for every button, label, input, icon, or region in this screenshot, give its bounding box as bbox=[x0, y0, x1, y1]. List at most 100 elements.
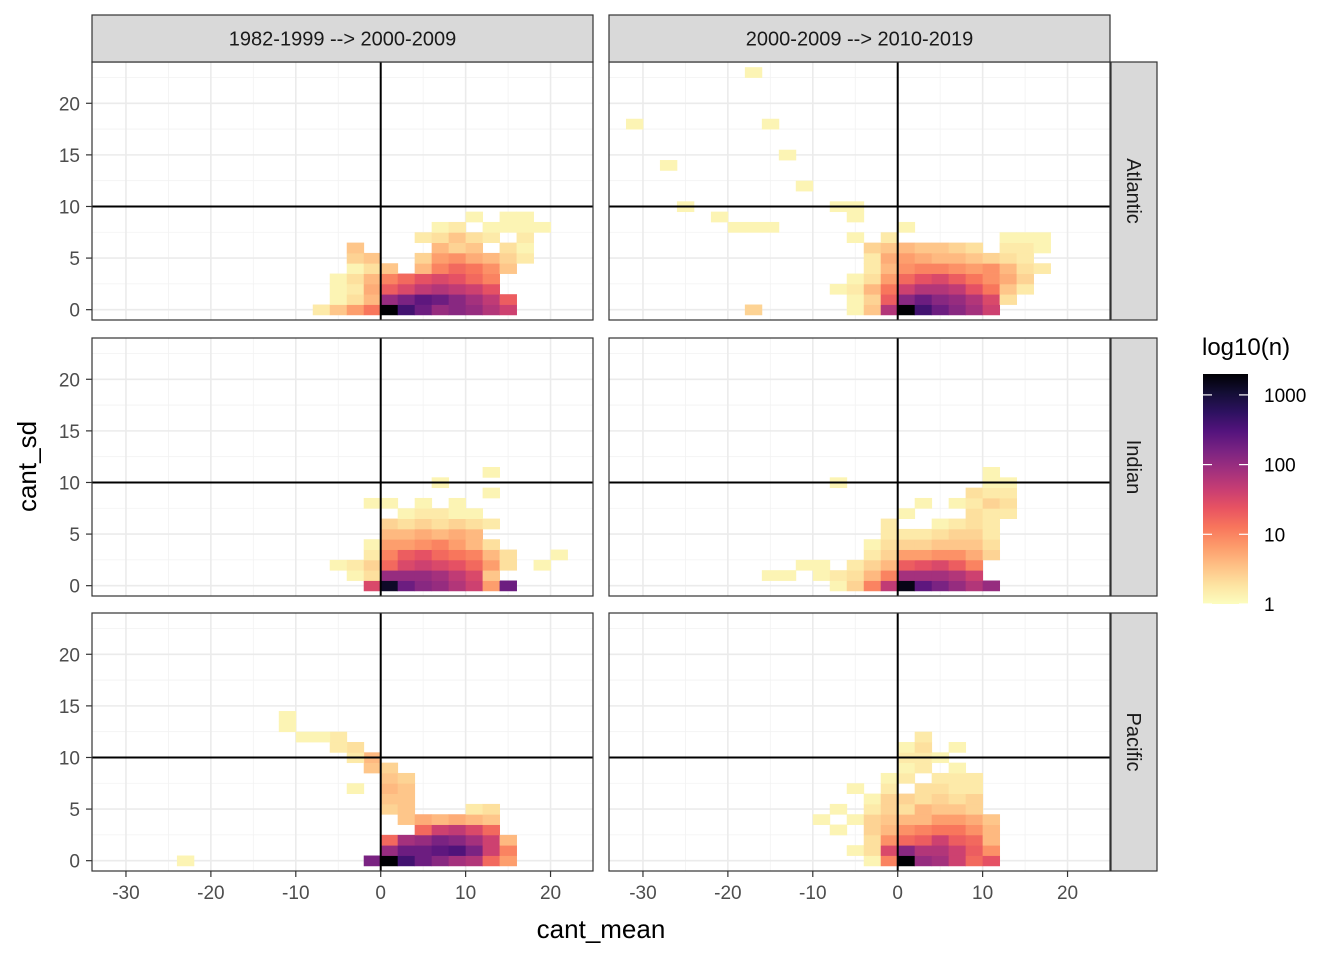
heatmap-tile bbox=[414, 834, 433, 846]
heatmap-tile bbox=[380, 304, 399, 316]
heatmap-tile bbox=[710, 211, 729, 223]
heatmap-tile bbox=[482, 570, 500, 581]
heatmap-tile bbox=[914, 263, 933, 274]
heatmap-tile bbox=[448, 855, 467, 867]
heatmap-tile bbox=[982, 549, 1001, 561]
heatmap-tile bbox=[397, 570, 416, 581]
heatmap-tile bbox=[431, 518, 450, 530]
heatmap-tile bbox=[499, 845, 517, 856]
heatmap-tile bbox=[829, 580, 848, 592]
heatmap-tile bbox=[482, 855, 500, 867]
heatmap-tile bbox=[346, 294, 365, 305]
heatmap-tile bbox=[999, 232, 1017, 243]
heatmap-tile bbox=[448, 570, 467, 581]
facet-strip-column: 2000-2009 --> 2010-2019 bbox=[608, 14, 1111, 63]
heatmap-tile bbox=[880, 855, 899, 867]
heatmap-tile bbox=[329, 559, 348, 571]
heatmap-tile bbox=[880, 518, 899, 530]
heatmap-tile bbox=[465, 283, 484, 295]
heatmap-tile bbox=[448, 263, 467, 274]
facet-panel bbox=[91, 612, 594, 872]
heatmap-tile bbox=[829, 283, 848, 295]
facet-panel bbox=[91, 337, 594, 597]
heatmap-tile bbox=[465, 263, 484, 274]
heatmap-tile bbox=[363, 580, 382, 592]
heatmap-tile bbox=[363, 263, 382, 274]
heatmap-tile bbox=[982, 294, 1001, 305]
heatmap-tile bbox=[465, 559, 484, 571]
legend-break-label: 100 bbox=[1264, 456, 1296, 477]
strip-background bbox=[1110, 612, 1158, 872]
heatmap-tile bbox=[914, 273, 933, 285]
heatmap-tile bbox=[948, 742, 967, 753]
heatmap-tile bbox=[499, 834, 517, 846]
heatmap-tile bbox=[948, 528, 967, 540]
heatmap-tile bbox=[346, 559, 365, 571]
heatmap-tile bbox=[931, 304, 950, 316]
heatmap-tile bbox=[931, 803, 950, 815]
strip-background bbox=[1110, 337, 1158, 597]
strip-label-row: Atlantic bbox=[1122, 158, 1144, 224]
heatmap-tile bbox=[380, 294, 399, 305]
heatmap-tile bbox=[982, 252, 1001, 264]
heatmap-tile bbox=[482, 263, 500, 274]
heatmap-tile bbox=[965, 528, 984, 540]
y-tick-label: 0 bbox=[69, 852, 80, 873]
heatmap-tile bbox=[965, 855, 984, 867]
heatmap-tile bbox=[516, 211, 534, 223]
heatmap-tile bbox=[948, 793, 967, 805]
panel-border bbox=[91, 337, 594, 597]
heatmap-tile bbox=[914, 762, 933, 774]
heatmap-tile bbox=[931, 528, 950, 540]
heatmap-tile bbox=[397, 508, 416, 519]
heatmap-tile bbox=[414, 549, 433, 561]
heatmap-tile bbox=[1016, 263, 1034, 274]
heatmap-tile bbox=[982, 824, 1001, 836]
heatmap-tile bbox=[380, 855, 399, 867]
heatmap-tile bbox=[482, 824, 500, 836]
heatmap-tile bbox=[965, 814, 984, 825]
x-tick-label: 0 bbox=[375, 883, 386, 904]
heatmap-tile bbox=[625, 118, 644, 130]
heatmap-tile bbox=[465, 539, 484, 550]
heatmap-tile bbox=[999, 508, 1017, 519]
x-tick-label: 20 bbox=[540, 883, 561, 904]
heatmap-tile bbox=[897, 539, 916, 550]
heatmap-tile bbox=[499, 559, 517, 571]
heatmap-tile bbox=[914, 497, 933, 509]
heatmap-tile bbox=[897, 762, 916, 774]
heatmap-tile bbox=[380, 549, 399, 561]
heatmap-tile bbox=[965, 294, 984, 305]
heatmap-tile bbox=[499, 580, 517, 592]
heatmap-tile bbox=[431, 570, 450, 581]
heatmap-tile bbox=[880, 783, 899, 794]
heatmap-tile bbox=[863, 252, 882, 264]
heatmap-tile bbox=[431, 294, 450, 305]
heatmap-tile bbox=[482, 294, 500, 305]
heatmap-tile bbox=[897, 855, 916, 867]
heatmap-tile bbox=[948, 772, 967, 784]
heatmap-tile bbox=[414, 855, 433, 867]
heatmap-tile bbox=[499, 263, 517, 274]
heatmap-tile bbox=[448, 294, 467, 305]
heatmap-tile bbox=[880, 824, 899, 836]
heatmap-tile bbox=[448, 283, 467, 295]
heatmap-tile bbox=[380, 570, 399, 581]
heatmap-tile bbox=[363, 539, 382, 550]
heatmap-tile bbox=[982, 539, 1001, 550]
heatmap-tile bbox=[1016, 273, 1034, 285]
heatmap-tile bbox=[482, 580, 500, 592]
heatmap-tile bbox=[329, 294, 348, 305]
heatmap-tile bbox=[295, 731, 314, 743]
heatmap-tile bbox=[482, 845, 500, 856]
heatmap-tile bbox=[880, 294, 899, 305]
heatmap-tile bbox=[380, 793, 399, 805]
heatmap-tile bbox=[880, 528, 899, 540]
heatmap-tile bbox=[846, 211, 865, 223]
heatmap-tile bbox=[931, 783, 950, 794]
heatmap-tile bbox=[1033, 263, 1051, 274]
heatmap-tile bbox=[863, 834, 882, 846]
heatmap-tile bbox=[414, 528, 433, 540]
heatmap-tile bbox=[482, 221, 500, 233]
heatmap-tile bbox=[999, 294, 1017, 305]
